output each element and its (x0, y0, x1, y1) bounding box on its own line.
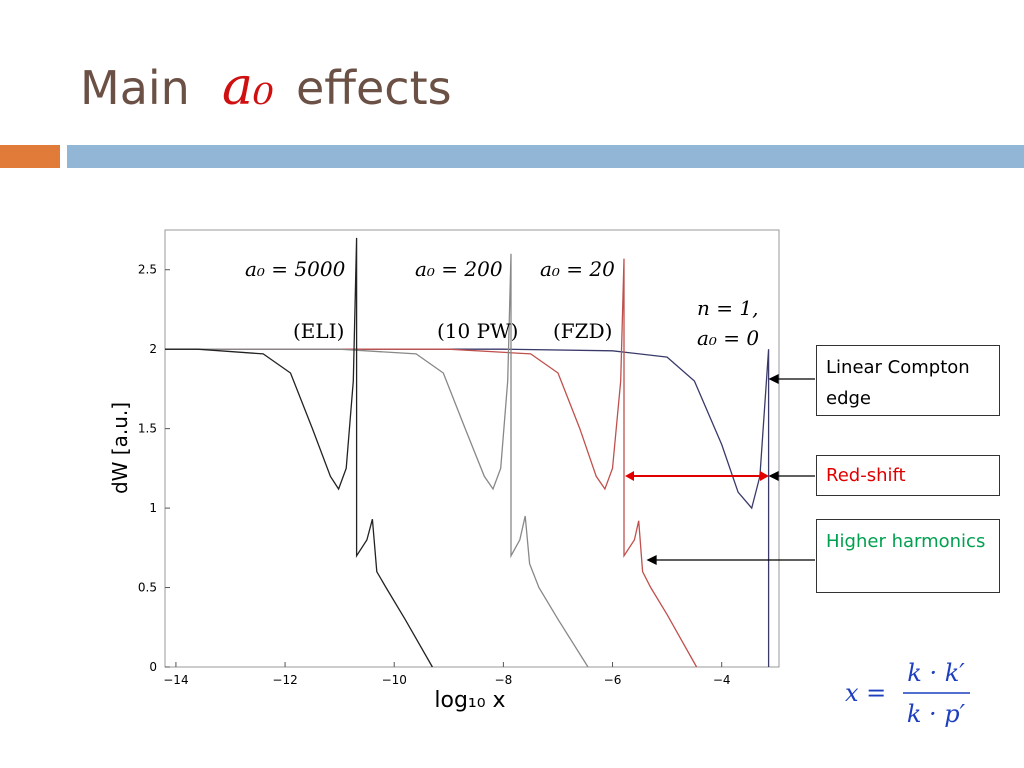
y-tick-label: 2 (149, 342, 157, 356)
x-tick-label: −4 (713, 673, 731, 687)
plot-frame (164, 229, 780, 668)
series-line (165, 237, 433, 668)
x-tick-label: −14 (163, 673, 188, 687)
title-symbol: a₀ (222, 57, 274, 117)
y-tick-label: 0.5 (138, 581, 157, 595)
annotation: n = 1, (697, 296, 758, 320)
annotations: a₀ = 5000 a₀ = 200 a₀ = 20 (ELI) (10 PW)… (245, 257, 759, 350)
x-tick-label: −12 (272, 673, 297, 687)
annotation: (FZD) (553, 319, 612, 343)
formula-lhs: x = (845, 679, 886, 707)
series-line (165, 253, 589, 668)
callout-arrows (625, 373, 815, 566)
annotation: (10 PW) (437, 319, 518, 343)
title-pre: Main (80, 61, 190, 115)
y-tick-label: 1 (149, 501, 157, 515)
formula: x = k · k′ k · p′ (845, 659, 970, 728)
x-tick-label: −6 (604, 673, 622, 687)
arrow-head (768, 470, 779, 482)
annotation: a₀ = 0 (697, 326, 759, 350)
x-axis-label: log₁₀ x (434, 688, 505, 713)
header-bar (67, 145, 1024, 168)
plot: 0 0.5 1 1.5 2 2.5 −14 −12 −10 −8 −6 −4 (138, 237, 770, 687)
callout: Linear Compton edge (816, 345, 1000, 416)
callout: Higher harmonics (816, 519, 1000, 593)
y-tick-label: 2.5 (138, 263, 157, 277)
annotation: a₀ = 5000 (245, 257, 346, 281)
callout: Red-shift (816, 455, 1000, 496)
series-line (165, 258, 698, 668)
arrow-head (760, 471, 769, 481)
title-post: effects (296, 61, 452, 115)
annotation: a₀ = 200 (415, 257, 503, 281)
accent-bar (0, 145, 60, 168)
x-tick-label: −10 (382, 673, 407, 687)
annotation: (ELI) (293, 319, 344, 343)
arrow-head (646, 554, 657, 566)
arrow-head (768, 373, 779, 385)
formula-numerator: k · k′ (907, 659, 965, 687)
arrow-head (625, 471, 634, 481)
y-axis-label: dW [a.u.] (108, 402, 132, 494)
annotation: a₀ = 20 (540, 257, 615, 281)
y-tick-label: 0 (149, 660, 157, 674)
formula-denominator: k · p′ (907, 700, 966, 728)
x-tick-label: −8 (495, 673, 513, 687)
series-line (165, 348, 770, 667)
y-tick-label: 1.5 (138, 422, 157, 436)
